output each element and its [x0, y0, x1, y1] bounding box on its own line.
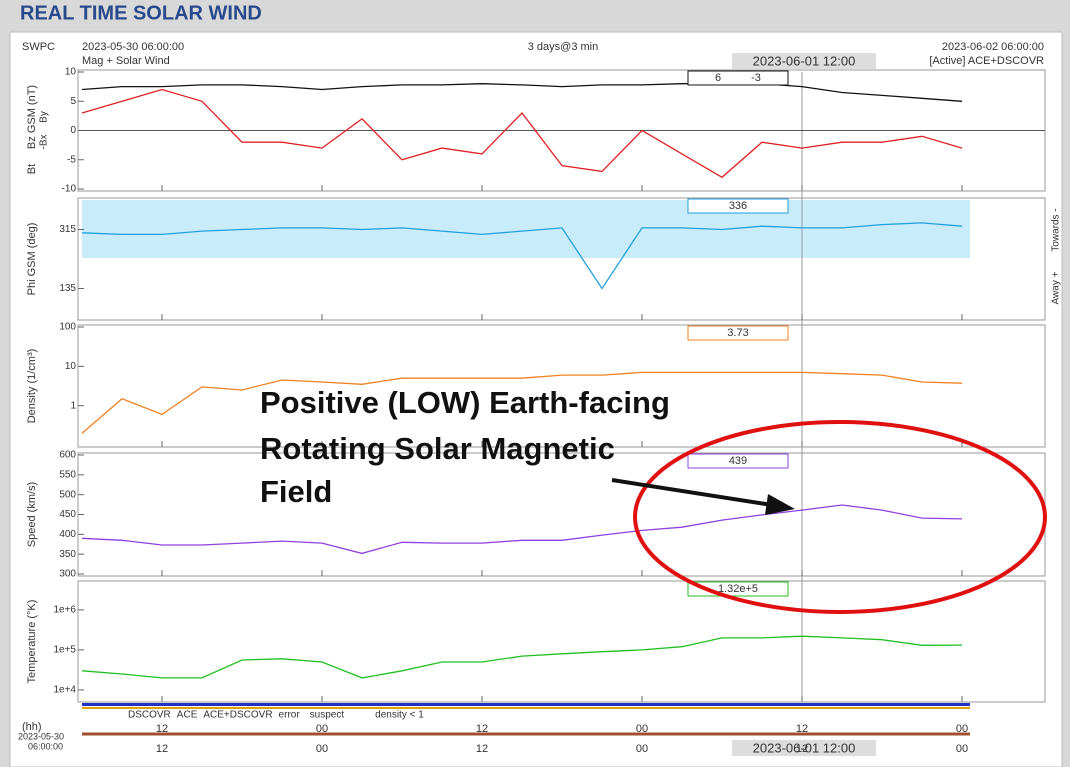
axis-label: Speed (km/s)	[26, 482, 38, 547]
series-line	[81, 83, 963, 102]
readout: 1.32e+5	[718, 583, 758, 595]
readout: -3	[751, 72, 761, 84]
y-tick-label: 1e+4	[53, 685, 76, 696]
end-time: 2023-06-02 06:00:00	[942, 41, 1044, 53]
axis-label: -Bx	[39, 135, 50, 150]
start-date: 2023-05-30	[18, 731, 64, 741]
axis-label: Temperature (°K)	[26, 600, 38, 684]
x-tick-label: 00	[636, 743, 648, 755]
y-tick-label: 400	[59, 529, 76, 540]
cursor-label: 2023-06-01 12:00	[753, 740, 856, 755]
start-clock: 06:00:00	[28, 741, 63, 751]
readout-box	[687, 453, 789, 469]
time-unit: (hh)	[22, 721, 42, 733]
readout: 3.73	[727, 327, 748, 339]
plot-frame	[77, 580, 1046, 703]
y-tick-label: 315	[59, 224, 76, 235]
plot-frame	[77, 324, 1046, 448]
series-line	[81, 222, 963, 290]
page-title: REAL TIME SOLAR WIND	[20, 2, 262, 24]
plot-frame	[77, 197, 1046, 321]
axis-label: Phi GSM (deg)	[26, 223, 38, 296]
readout: 336	[729, 200, 747, 212]
highlight-ellipse	[633, 420, 1047, 614]
x-tick-label: 12	[476, 723, 488, 735]
y-tick-label: -5	[67, 154, 76, 165]
source-bar	[82, 703, 970, 706]
x-tick-label: 12	[796, 743, 808, 755]
series-line	[81, 371, 963, 434]
x-tick-label: 00	[956, 743, 968, 755]
arrow-shaft	[611, 478, 773, 507]
x-tick-label: 12	[796, 723, 808, 735]
x-tick-label: 00	[956, 723, 968, 735]
y-tick-label: 350	[59, 549, 76, 560]
annotation: Rotating Solar Magnetic	[260, 431, 615, 466]
y-tick-label: 1e+5	[53, 645, 76, 656]
side-label: Towards -	[1051, 208, 1062, 251]
x-tick-label: 12	[476, 743, 488, 755]
source: SWPC	[22, 41, 55, 53]
y-tick-label: 0	[70, 125, 76, 136]
x-tick-label: 00	[316, 723, 328, 735]
cursor-box	[732, 53, 876, 69]
legend-entry: error	[279, 710, 301, 721]
y-tick-label: 550	[59, 469, 76, 480]
series-line	[81, 504, 963, 555]
cursor-label: 2023-06-01 12:00	[753, 53, 856, 68]
y-tick-label: 5	[70, 96, 76, 107]
legend-entry: DSCOVR	[128, 710, 171, 721]
annotation: Field	[260, 474, 332, 509]
x-tick-label: 00	[636, 723, 648, 735]
panel	[9, 31, 1063, 767]
y-tick-label: 500	[59, 489, 76, 500]
cursor-box	[732, 740, 876, 756]
legend-entry: suspect	[310, 710, 345, 721]
axis-label: Bt	[26, 164, 38, 174]
start-time: 2023-05-30 06:00:00	[82, 41, 184, 53]
y-tick-label: 100	[59, 322, 76, 333]
annotation: Positive (LOW) Earth-facing	[260, 385, 670, 420]
status: [Active] ACE+DSCOVR	[929, 55, 1044, 67]
x-tick-label: 12	[156, 723, 168, 735]
towards-band	[82, 200, 970, 258]
suspect-bar	[82, 707, 970, 709]
y-tick-label: -10	[62, 184, 77, 195]
legend-entry: density < 1	[375, 710, 424, 721]
y-tick-label: 1e+6	[53, 605, 76, 616]
x-tick-label: 00	[316, 743, 328, 755]
y-tick-label: 450	[59, 509, 76, 520]
span: 3 days@3 min	[528, 41, 598, 53]
axis-label: Density (1/cm³)	[26, 349, 38, 424]
y-tick-label: 10	[65, 361, 77, 372]
legend-entry: ACE+DSCOVR	[203, 710, 272, 721]
product: Mag + Solar Wind	[82, 55, 170, 67]
x-tick-label: 12	[156, 743, 168, 755]
readout-box	[687, 325, 789, 341]
readout: 439	[729, 455, 747, 467]
arrow-head	[765, 494, 795, 515]
readout: 6	[715, 72, 721, 84]
y-tick-label: 135	[59, 283, 76, 294]
side-label: Away +	[1051, 271, 1062, 304]
series-line	[81, 635, 963, 679]
y-tick-label: 1	[70, 400, 76, 411]
readout-box	[687, 70, 789, 86]
series-line	[81, 88, 963, 179]
y-tick-label: 300	[59, 569, 76, 580]
axis-label: Bz GSM (nT)	[26, 85, 38, 149]
axis-label: By	[39, 111, 50, 123]
y-tick-label: 10	[65, 67, 77, 78]
readout-box	[687, 198, 789, 214]
legend-entry: ACE	[177, 710, 198, 721]
y-tick-label: 600	[59, 450, 76, 461]
